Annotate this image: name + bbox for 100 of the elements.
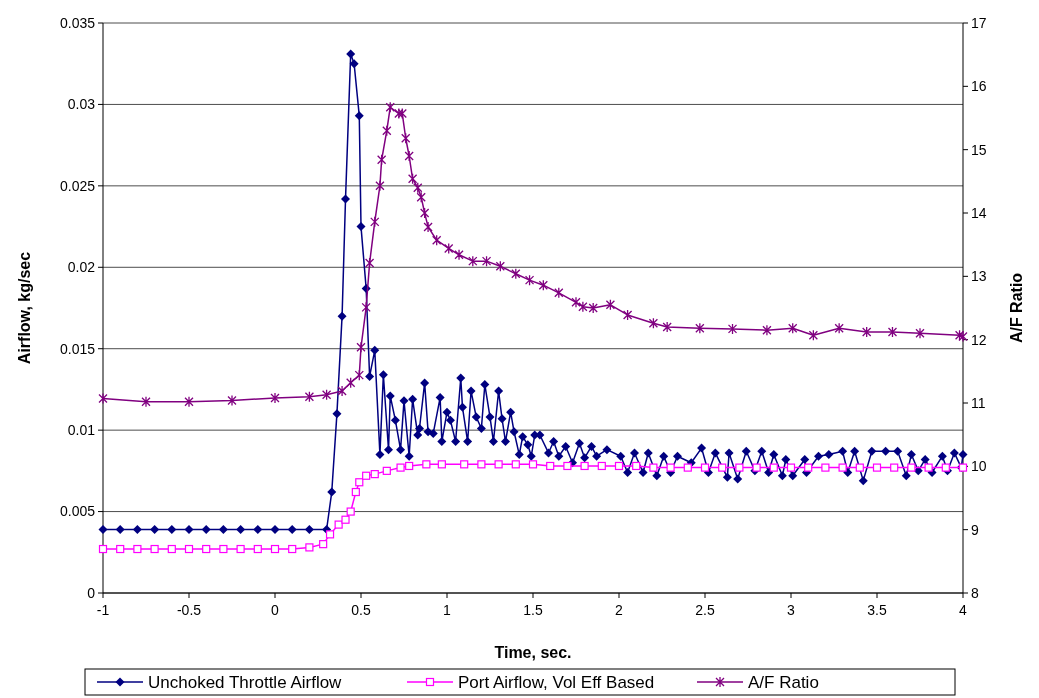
point bbox=[632, 461, 641, 471]
point bbox=[364, 257, 375, 269]
point bbox=[376, 154, 387, 166]
x-tick-label: 1 bbox=[443, 602, 452, 618]
point bbox=[662, 321, 672, 333]
point bbox=[788, 322, 798, 334]
point bbox=[924, 463, 933, 472]
point bbox=[419, 207, 430, 219]
point bbox=[346, 507, 355, 516]
point bbox=[511, 460, 520, 469]
point bbox=[954, 329, 965, 341]
point bbox=[319, 540, 328, 549]
point bbox=[546, 461, 555, 471]
point bbox=[477, 460, 486, 469]
point bbox=[752, 463, 761, 472]
point bbox=[769, 463, 778, 472]
point bbox=[528, 460, 538, 469]
legend-label: A/F Ratio bbox=[748, 672, 819, 692]
point bbox=[538, 279, 548, 291]
point bbox=[588, 302, 598, 314]
point bbox=[437, 460, 446, 469]
point bbox=[495, 260, 505, 272]
point bbox=[563, 461, 572, 471]
y-axis-title: Airflow, kg/sec bbox=[16, 251, 33, 365]
point bbox=[468, 255, 478, 267]
point bbox=[862, 326, 872, 338]
point bbox=[375, 180, 385, 192]
point bbox=[219, 544, 228, 554]
point bbox=[804, 463, 813, 472]
point bbox=[288, 544, 297, 554]
point bbox=[133, 544, 142, 554]
point bbox=[304, 391, 315, 403]
y2-tick-label: 13 bbox=[971, 268, 987, 285]
y-tick-label: 0.025 bbox=[59, 177, 96, 194]
point bbox=[404, 150, 414, 162]
point bbox=[167, 544, 176, 554]
point bbox=[370, 216, 380, 228]
point bbox=[150, 544, 159, 554]
point bbox=[580, 461, 589, 471]
y-tick-label: 0.015 bbox=[59, 340, 96, 357]
point bbox=[351, 487, 360, 497]
point bbox=[356, 341, 366, 353]
point bbox=[622, 309, 633, 321]
point bbox=[270, 544, 280, 554]
point bbox=[838, 463, 847, 472]
x-tick-label: 2 bbox=[615, 602, 624, 618]
point bbox=[305, 543, 314, 552]
point bbox=[184, 396, 194, 408]
point bbox=[396, 463, 405, 472]
x-tick-label: 0.5 bbox=[351, 602, 371, 618]
point bbox=[432, 234, 442, 246]
point bbox=[834, 322, 844, 334]
y2-tick-label: 16 bbox=[971, 78, 987, 95]
point bbox=[362, 471, 371, 480]
point bbox=[184, 544, 194, 554]
point bbox=[907, 463, 916, 472]
y2-tick-label: 12 bbox=[971, 331, 987, 348]
point bbox=[236, 544, 245, 554]
point bbox=[511, 268, 521, 280]
y2-tick-label: 14 bbox=[971, 204, 987, 221]
point bbox=[98, 392, 108, 405]
point bbox=[872, 463, 882, 472]
point bbox=[354, 369, 364, 381]
point bbox=[98, 544, 108, 554]
point bbox=[334, 520, 343, 529]
y2-tick-label: 9 bbox=[971, 521, 979, 538]
point bbox=[735, 463, 744, 472]
point bbox=[116, 544, 125, 554]
point bbox=[382, 125, 392, 137]
point bbox=[597, 461, 606, 471]
y2-tick-label: 15 bbox=[971, 141, 987, 158]
point bbox=[808, 329, 819, 341]
y-tick-label: 0.005 bbox=[59, 503, 96, 520]
point bbox=[786, 463, 796, 472]
x-tick-label: -0.5 bbox=[176, 602, 202, 618]
point bbox=[578, 301, 588, 313]
point bbox=[337, 385, 347, 397]
point bbox=[341, 515, 350, 524]
x-tick-label: 3 bbox=[787, 602, 796, 618]
point bbox=[382, 466, 391, 475]
point bbox=[454, 249, 464, 261]
point bbox=[202, 544, 211, 554]
point bbox=[325, 530, 335, 539]
point bbox=[370, 470, 379, 479]
y2-tick-label: 8 bbox=[971, 584, 979, 601]
point bbox=[762, 324, 772, 336]
y-tick-label: 0.01 bbox=[67, 422, 96, 439]
x-tick-label: 4 bbox=[959, 602, 968, 618]
point bbox=[524, 274, 535, 286]
x-axis-title: Time, sec. bbox=[494, 644, 572, 661]
point bbox=[422, 460, 431, 469]
point bbox=[887, 326, 898, 338]
y2-tick-label: 11 bbox=[971, 394, 986, 411]
y2-tick-label: 17 bbox=[971, 14, 987, 31]
point bbox=[270, 392, 280, 404]
point bbox=[915, 327, 925, 339]
x-tick-label: 0 bbox=[271, 602, 280, 618]
x-tick-label: 3.5 bbox=[867, 602, 887, 618]
point bbox=[355, 478, 364, 487]
y2-tick-label: 10 bbox=[971, 458, 987, 475]
